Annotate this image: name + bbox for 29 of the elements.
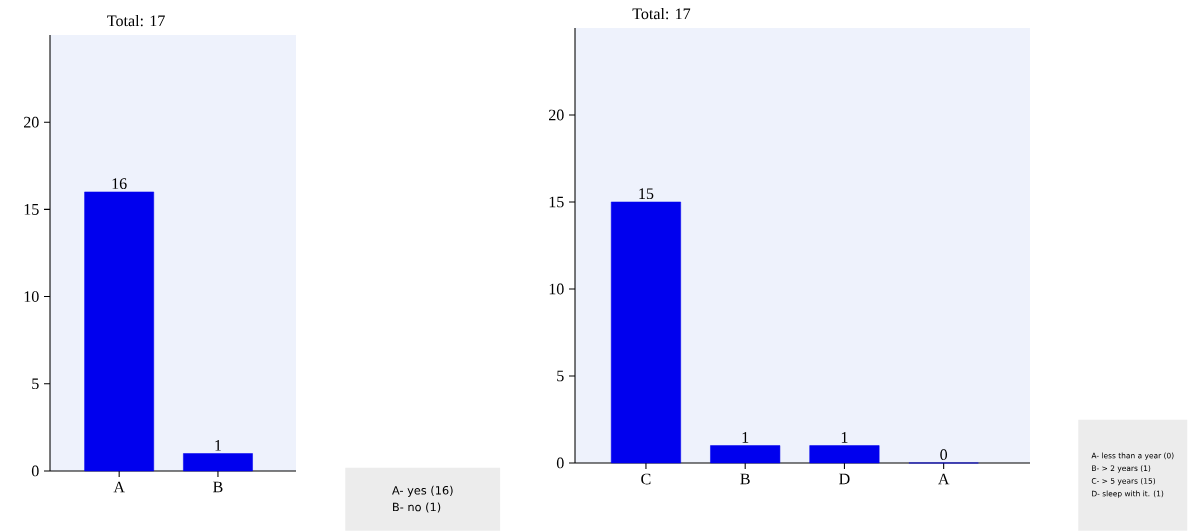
x-tick-label: B [213, 481, 223, 493]
text: A- yes (16) [392, 485, 453, 497]
chart-title: Total: 17 [107, 14, 165, 27]
bar [809, 445, 880, 464]
data-label: 0 [940, 449, 948, 461]
data-label: 16 [112, 178, 127, 189]
data-label: 1 [742, 432, 749, 443]
x-tick-label: A [938, 473, 950, 485]
x-tick-label: D [839, 473, 850, 485]
y-tick-label: 10 [549, 283, 564, 295]
y-tick-label: 20 [24, 116, 39, 128]
chart-title: Total: 17 [632, 7, 691, 20]
x-tick-label: B [740, 473, 750, 485]
bar [610, 201, 681, 464]
y-tick-label: 10 [24, 291, 39, 302]
data-label: 1 [841, 432, 848, 443]
x-tick-label: A [113, 481, 125, 493]
text: B- no (1) [393, 502, 441, 513]
y-tick-label: 0 [31, 465, 39, 477]
y-tick-label: 0 [556, 457, 564, 469]
bar [710, 445, 781, 464]
y-tick-label: 20 [549, 109, 564, 121]
y-tick-label: 15 [24, 204, 39, 215]
data-label: 1 [215, 440, 222, 451]
data-label: 15 [639, 188, 654, 200]
x-tick-label: C [641, 473, 651, 485]
y-tick-label: 15 [549, 196, 564, 208]
y-tick-label: 5 [557, 370, 564, 382]
y-tick-label: 5 [32, 378, 39, 390]
